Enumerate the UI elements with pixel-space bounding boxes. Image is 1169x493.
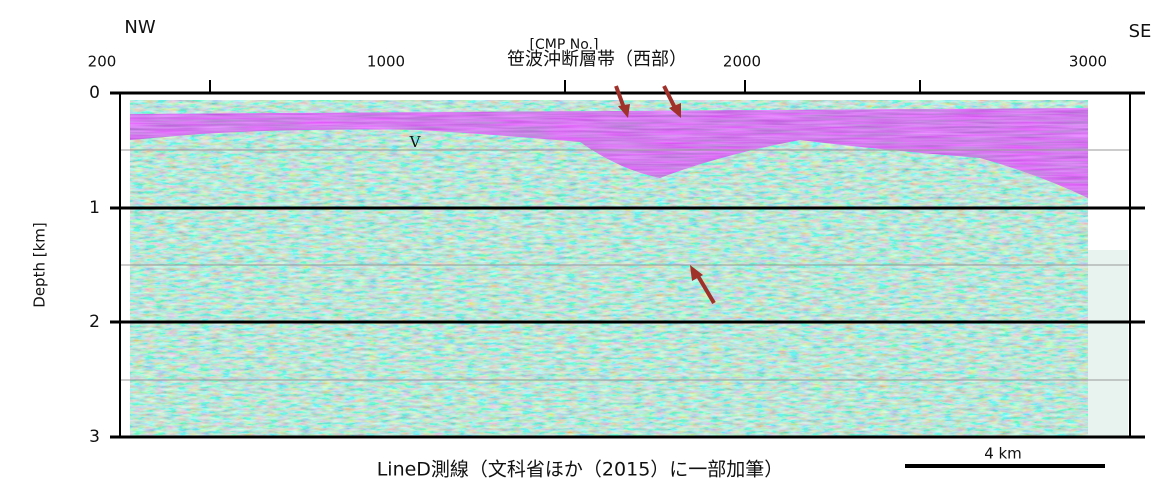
y-tick-label: 0: [89, 83, 100, 103]
y-tick-label: 1: [89, 198, 100, 218]
figure: NW SE [CMP No.] 200 1000 2000 3000 笹波沖断層…: [0, 0, 1169, 493]
seismic-edge: [1088, 250, 1128, 437]
se-label: SE: [1129, 21, 1152, 42]
x-tick-label: 200: [88, 53, 117, 71]
scale-label: 4 km: [984, 445, 1022, 463]
y-tick-label: 3: [89, 427, 100, 447]
y-tick-label: 2: [89, 312, 100, 332]
marker-label: V: [409, 133, 422, 151]
caption: LineD測線（文科省ほか（2015）に一部加筆）: [377, 459, 784, 481]
x-tick-label: 1000: [367, 53, 405, 71]
x-tick-label: 2000: [723, 53, 761, 71]
fault-label: 笹波沖断層帯（西部）: [507, 49, 687, 70]
nw-label: NW: [124, 17, 155, 38]
y-axis-title: Depth [km]: [31, 222, 49, 307]
x-tick-label: 3000: [1069, 53, 1107, 71]
